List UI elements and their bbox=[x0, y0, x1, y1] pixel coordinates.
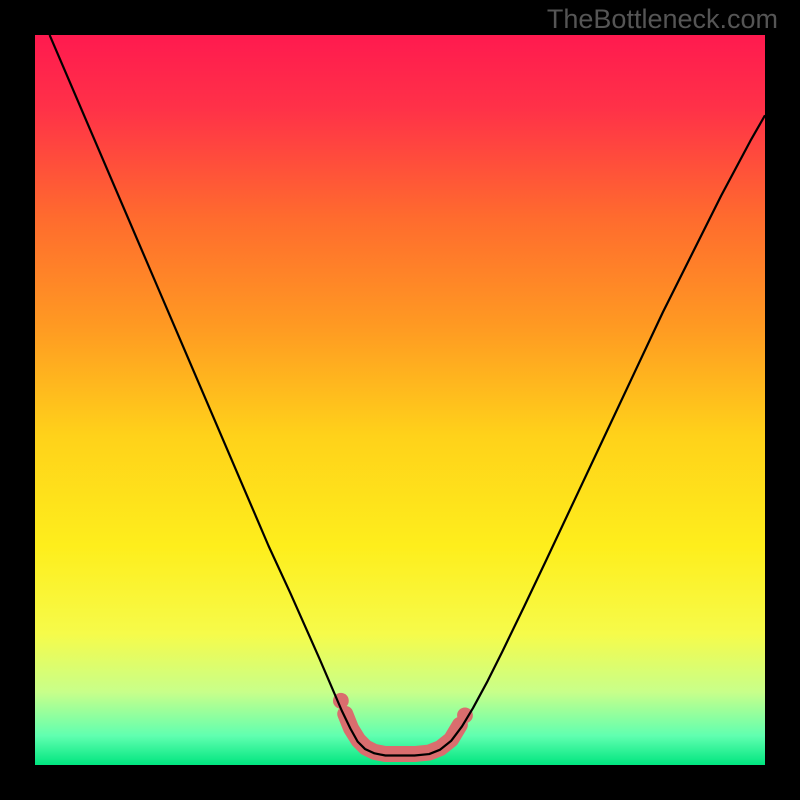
bottleneck-chart bbox=[35, 35, 765, 765]
gradient-background bbox=[35, 35, 765, 765]
watermark-label: TheBottleneck.com bbox=[547, 4, 778, 35]
